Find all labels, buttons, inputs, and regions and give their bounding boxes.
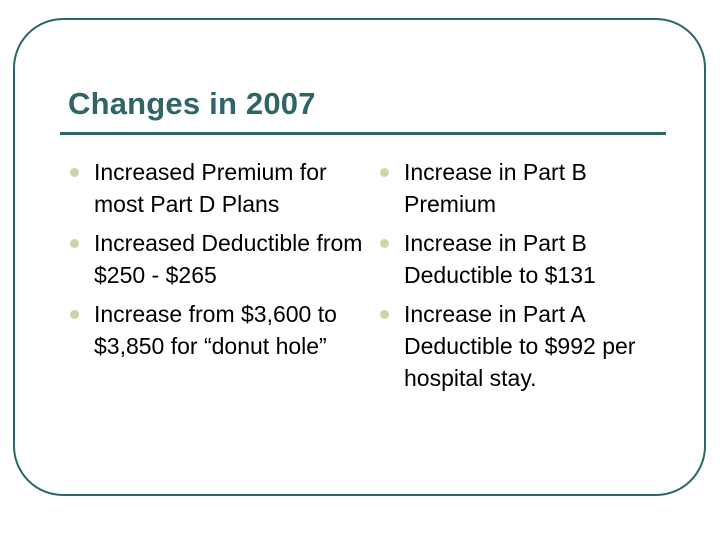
bullet-icon	[70, 310, 79, 319]
bullet-icon	[380, 168, 389, 177]
list-item: Increased Deductible from $250 - $265	[66, 227, 366, 291]
bullet-icon	[70, 239, 79, 248]
slide-title: Changes in 2007	[68, 86, 316, 121]
list-item: Increase in Part A Deductible to $992 pe…	[376, 298, 676, 394]
right-bullet-list: Increase in Part B Premium Increase in P…	[376, 156, 676, 401]
list-item: Increased Premium for most Part D Plans	[66, 156, 366, 220]
bullet-icon	[380, 239, 389, 248]
title-underline	[60, 132, 666, 135]
bullet-text: Increased Premium for most Part D Plans	[94, 159, 327, 217]
bullet-icon	[380, 310, 389, 319]
bullet-text: Increase in Part B Deductible to $131	[404, 230, 596, 288]
left-bullet-list: Increased Premium for most Part D Plans …	[66, 156, 366, 369]
slide-frame	[13, 18, 706, 496]
list-item: Increase in Part B Deductible to $131	[376, 227, 676, 291]
bullet-icon	[70, 168, 79, 177]
bullet-text: Increase in Part B Premium	[404, 159, 587, 217]
list-item: Increase from $3,600 to $3,850 for “donu…	[66, 298, 366, 362]
bullet-text: Increase in Part A Deductible to $992 pe…	[404, 301, 636, 391]
bullet-text: Increased Deductible from $250 - $265	[94, 230, 363, 288]
bullet-text: Increase from $3,600 to $3,850 for “donu…	[94, 301, 337, 359]
list-item: Increase in Part B Premium	[376, 156, 676, 220]
